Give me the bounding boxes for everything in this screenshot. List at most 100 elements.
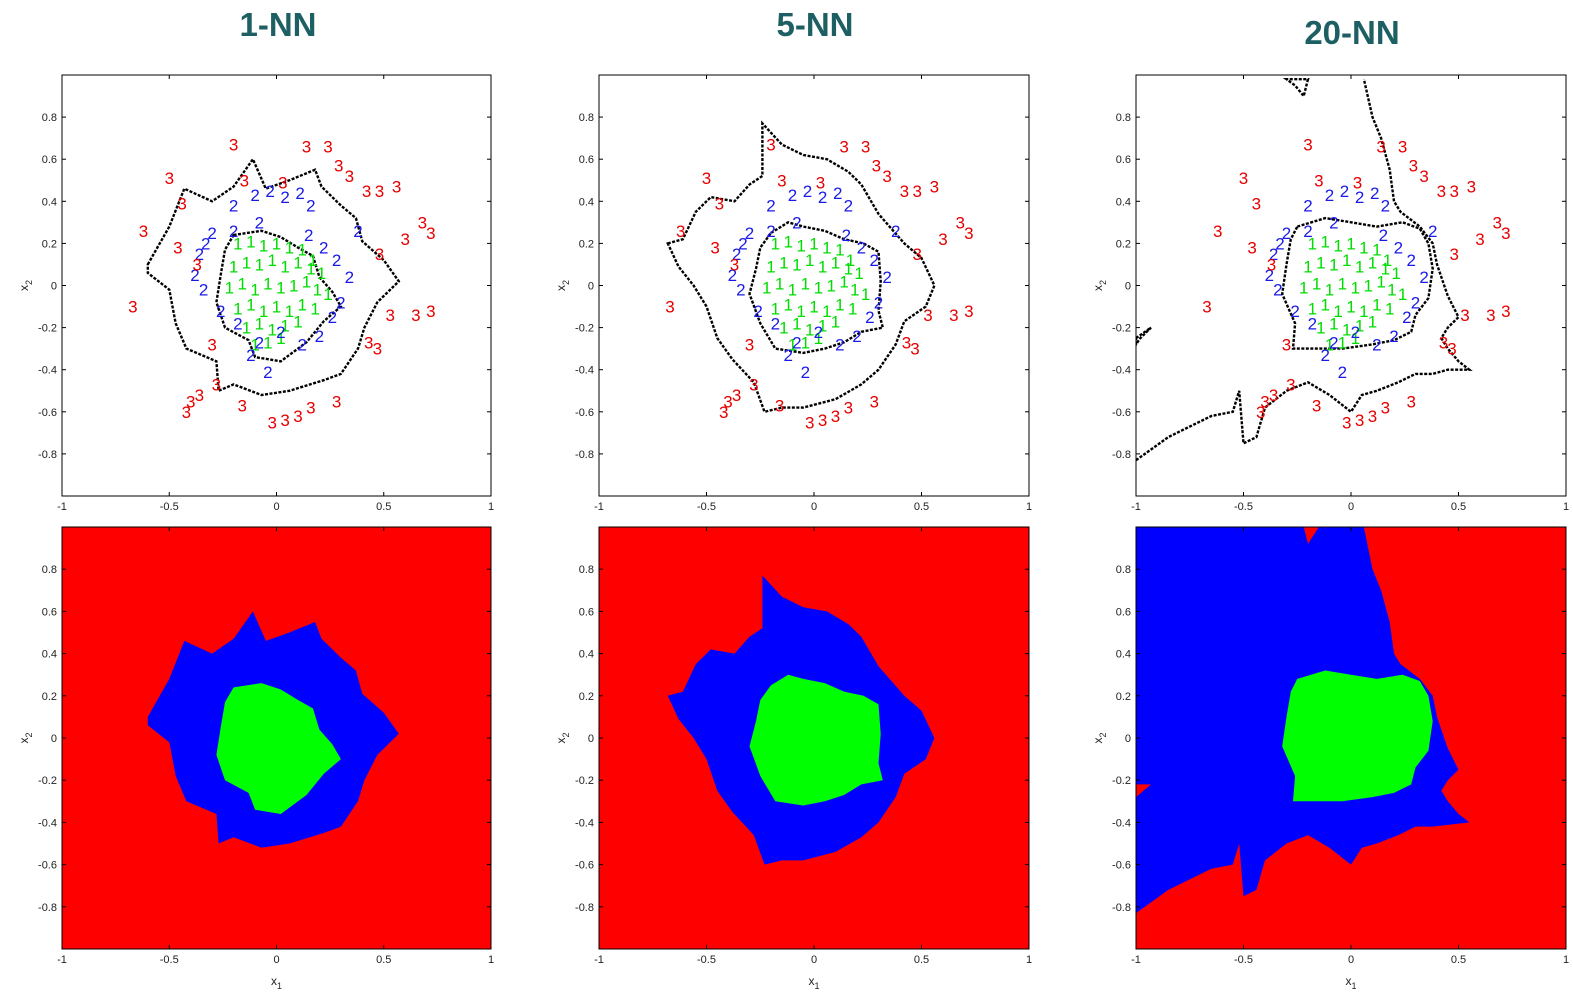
class-3-point: 3 bbox=[964, 302, 973, 321]
y-tick-label: -0.4 bbox=[575, 365, 594, 377]
x-tick-label: 0 bbox=[273, 954, 279, 966]
class-3-point: 3 bbox=[177, 194, 186, 213]
class-2-point: 2 bbox=[297, 335, 306, 354]
class-1-point: 1 bbox=[317, 264, 326, 283]
class-3-point: 3 bbox=[732, 386, 741, 405]
class-3-point: 3 bbox=[872, 157, 881, 176]
x-tick-label: 1 bbox=[1026, 501, 1032, 513]
class-2-point: 2 bbox=[874, 293, 883, 312]
decision-boundary-outer bbox=[146, 156, 401, 397]
x-tick-label: 0 bbox=[811, 501, 817, 513]
class-1-point: 1 bbox=[1316, 253, 1325, 272]
class-1-point: 1 bbox=[831, 312, 840, 331]
y-tick-label: 0.2 bbox=[579, 238, 594, 250]
class-1-point: 1 bbox=[250, 281, 259, 300]
class-1-point: 1 bbox=[801, 274, 810, 293]
class-2-point: 2 bbox=[1372, 335, 1381, 354]
class-2-point: 2 bbox=[745, 224, 754, 243]
class-1-point: 1 bbox=[293, 312, 302, 331]
scatter-panel-1nn: 1 1 1 1 1 111 1 1 1 1 1 1 11 1 1 1 1 1 1 1 11 1 1 1 1 1 11 1 1 1 11 112… bbox=[17, 74, 494, 513]
y-tick-label: -0.4 bbox=[38, 817, 57, 829]
class-1-point: 1 bbox=[1398, 285, 1407, 304]
class-3-point: 3 bbox=[139, 222, 148, 241]
class-2-point: 2 bbox=[255, 333, 264, 352]
x-tick-label: 1 bbox=[488, 501, 494, 513]
class-3-point: 3 bbox=[267, 413, 276, 432]
class-2-point: 2 bbox=[1402, 308, 1411, 327]
class-3-point: 3 bbox=[306, 399, 315, 418]
class-2-point: 2 bbox=[1338, 363, 1347, 382]
class-1-point: 1 bbox=[1338, 274, 1347, 293]
class-3-point: 3 bbox=[1460, 306, 1469, 325]
class-2-point: 2 bbox=[1308, 314, 1317, 333]
class-2-point: 2 bbox=[1329, 213, 1338, 232]
class-2-point: 2 bbox=[783, 346, 792, 365]
class-3-point: 3 bbox=[844, 399, 853, 418]
class-2-point: 2 bbox=[869, 251, 878, 270]
class-1-point: 1 bbox=[246, 295, 255, 314]
class-2-point: 2 bbox=[1379, 226, 1388, 245]
class-1-point: 1 bbox=[792, 314, 801, 333]
y-tick-label: 0.2 bbox=[1116, 691, 1131, 703]
y-axis-label: x2 bbox=[554, 732, 571, 743]
class-1-point: 1 bbox=[276, 279, 285, 298]
y-tick-label: 0.4 bbox=[42, 649, 57, 661]
class-3-point: 3 bbox=[1269, 386, 1278, 405]
class-3-point: 3 bbox=[949, 306, 958, 325]
class-3-point: 3 bbox=[1501, 224, 1510, 243]
x-tick-label: 1 bbox=[1026, 954, 1032, 966]
class-1-point: 1 bbox=[848, 300, 857, 319]
class-1-point: 1 bbox=[801, 333, 810, 352]
x-tick-label: 0.5 bbox=[1451, 501, 1466, 513]
class-1-point: 1 bbox=[285, 239, 294, 258]
x-tick-label: -0.5 bbox=[160, 954, 179, 966]
y-tick-label: 0.6 bbox=[42, 154, 57, 166]
class-2-point: 2 bbox=[865, 308, 874, 327]
class-2-point: 2 bbox=[857, 239, 866, 258]
class-1-point: 1 bbox=[1329, 255, 1338, 274]
class-2-point: 2 bbox=[891, 222, 900, 241]
class-1-point: 1 bbox=[846, 251, 855, 270]
class-1-point: 1 bbox=[293, 253, 302, 272]
class-3-point: 3 bbox=[715, 194, 724, 213]
class-1-point: 1 bbox=[822, 302, 831, 321]
x-tick-label: -0.5 bbox=[1234, 954, 1253, 966]
class-1-point: 1 bbox=[259, 237, 268, 256]
y-tick-label: -0.6 bbox=[1112, 407, 1131, 419]
class-2-point: 2 bbox=[1290, 302, 1299, 321]
class-1-point: 1 bbox=[792, 255, 801, 274]
class-3-point: 3 bbox=[900, 182, 909, 201]
class-1-point: 1 bbox=[280, 258, 289, 277]
y-tick-label: -0.2 bbox=[575, 323, 594, 335]
y-tick-label: 0 bbox=[1125, 733, 1131, 745]
class-1-point: 1 bbox=[1368, 253, 1377, 272]
class-1-point: 1 bbox=[1312, 274, 1321, 293]
class-1-point: 1 bbox=[1338, 333, 1347, 352]
class-2-point: 2 bbox=[833, 184, 842, 203]
class-3-point: 3 bbox=[723, 392, 732, 411]
class-3-point: 3 bbox=[165, 169, 174, 188]
class-1-point: 1 bbox=[783, 232, 792, 251]
class-3-point: 3 bbox=[1419, 167, 1428, 186]
y-tick-label: 0.6 bbox=[1116, 154, 1131, 166]
class-1-point: 1 bbox=[1320, 232, 1329, 251]
x-tick-label: 1 bbox=[1563, 501, 1569, 513]
class-2-point: 2 bbox=[1370, 184, 1379, 203]
y-tick-label: 0 bbox=[51, 733, 57, 745]
class-1-point: 1 bbox=[1342, 321, 1351, 340]
class-2-point: 2 bbox=[842, 226, 851, 245]
y-tick-label: 0.2 bbox=[42, 691, 57, 703]
x-tick-label: 0.5 bbox=[376, 501, 391, 513]
class-3-point: 3 bbox=[938, 230, 947, 249]
class-1-point: 1 bbox=[310, 300, 319, 319]
region-panel-1nn: 0.8 0.6 0.4 0.2 0 -0.2 -0.4 -0.6 -0.8 -1 -0.5 0 0.5 1… bbox=[17, 526, 494, 991]
class-3-point: 3 bbox=[375, 245, 384, 264]
x-tick-label: 1 bbox=[488, 954, 494, 966]
x-axis-label: x1 bbox=[1345, 974, 1356, 991]
class-1-point: 1 bbox=[237, 274, 246, 293]
class-1-point: 1 bbox=[1359, 239, 1368, 258]
y-tick-label: -0.6 bbox=[1112, 860, 1131, 872]
y-tick-label: 0.4 bbox=[1116, 649, 1131, 661]
class-3-point: 3 bbox=[912, 182, 921, 201]
class-2-point: 2 bbox=[353, 222, 362, 241]
